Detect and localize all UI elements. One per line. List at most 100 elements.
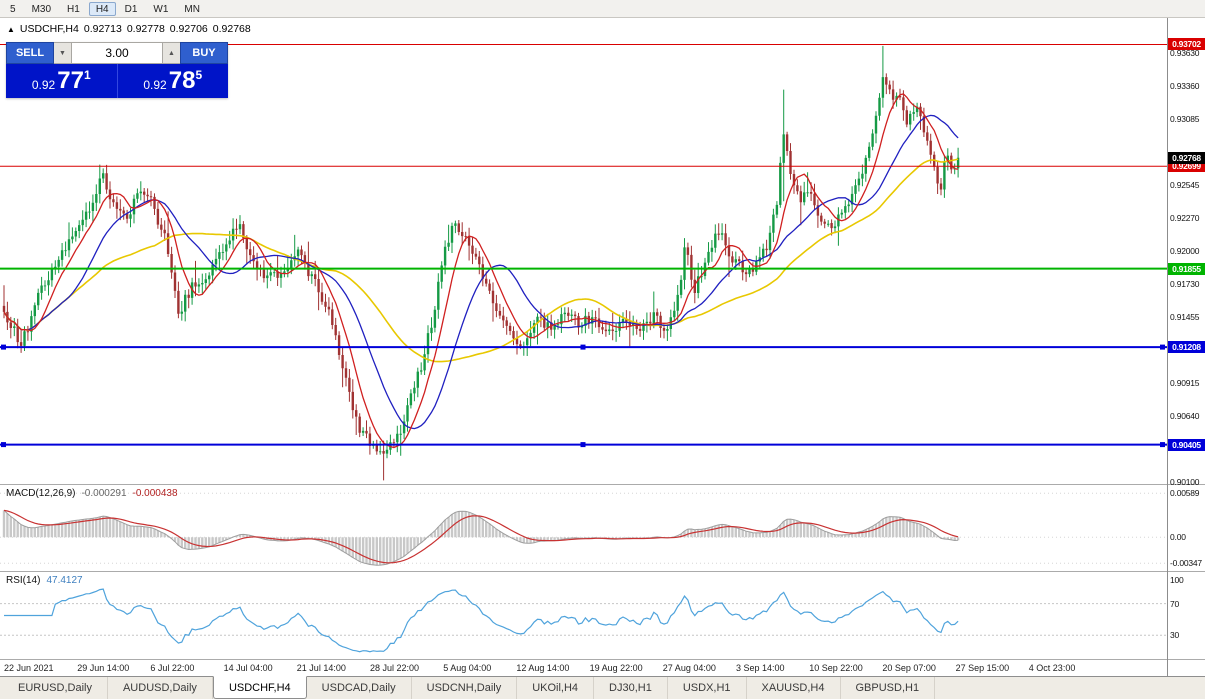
pane-separator[interactable] <box>0 571 1205 572</box>
time-axis-label: 6 Jul 22:00 <box>150 663 195 673</box>
time-axis-label: 22 Jun 2021 <box>4 663 54 673</box>
sell-price-base: 0.92 <box>31 78 56 92</box>
pane-separator[interactable] <box>0 659 1205 660</box>
ohlc-high: 0.92778 <box>126 23 165 35</box>
price-label-box: 0.91208 <box>1168 341 1205 354</box>
sell-price-sup: 1 <box>83 68 91 82</box>
price-label-box: 0.91855 <box>1168 262 1205 275</box>
chart-tab-EURUSD-Daily[interactable]: EURUSD,Daily <box>3 677 108 699</box>
price-axis-tick: 0.90100 <box>1170 476 1200 487</box>
ohlc-low: 0.92706 <box>169 23 208 35</box>
line-handle[interactable] <box>1160 442 1165 448</box>
macd-signal-value: -0.000438 <box>132 488 178 499</box>
price-axis-tick: -0.00347 <box>1170 558 1202 569</box>
rsi-line <box>4 588 959 653</box>
chart-tab-USDCHF-H4[interactable]: USDCHF,H4 <box>212 676 307 699</box>
price-label-box: 0.93702 <box>1168 38 1205 51</box>
candles-up-wicks <box>13 45 959 459</box>
price-axis-tick: 0.93360 <box>1170 80 1200 91</box>
timeframe-button-5[interactable]: 5 <box>10 3 16 15</box>
time-axis-label: 21 Jul 14:00 <box>296 663 346 673</box>
timeframe-button-H1[interactable]: H1 <box>67 3 80 15</box>
ma-slow-line <box>3 158 959 363</box>
chart-tab-AUDUSD-Daily[interactable]: AUDUSD,Daily <box>108 677 213 699</box>
ohlc-open: 0.92713 <box>83 23 122 35</box>
timeframe-button-MN[interactable]: MN <box>184 3 200 15</box>
timeframe-button-D1[interactable]: D1 <box>124 3 138 15</box>
buy-price-big: 78 <box>168 67 196 94</box>
macd-name: MACD(12,26,9) <box>6 488 76 499</box>
time-axis-label: 28 Jul 22:00 <box>370 663 420 673</box>
buy-button[interactable]: BUY <box>180 42 228 64</box>
price-axis-tick: 30 <box>1170 630 1180 641</box>
price-axis-tick: 0.91730 <box>1170 278 1200 289</box>
candles-down-wicks <box>3 73 952 481</box>
macd-label: MACD(12,26,9) -0.000291 -0.000438 <box>6 488 178 499</box>
price-axis-tick: 0.00 <box>1170 532 1186 543</box>
price-axis-tick: 0.92000 <box>1170 246 1200 256</box>
timeframe-button-W1[interactable]: W1 <box>153 3 169 15</box>
macd-signal-line <box>3 509 959 564</box>
time-axis-label: 5 Aug 04:00 <box>443 663 492 673</box>
sell-price-big: 77 <box>57 67 84 94</box>
line-handle[interactable] <box>580 442 586 448</box>
macd-indicator-pane[interactable] <box>0 485 1167 571</box>
price-axis-tick: 0.93085 <box>1170 114 1200 125</box>
time-axis-label: 29 Jun 14:00 <box>77 663 130 673</box>
one-click-trading-panel: SELL ▼ 3.00 ▲ BUY 0.92 77 1 0.92 78 5 <box>6 42 228 98</box>
buy-price-base: 0.92 <box>143 78 167 92</box>
collapse-arrow-icon[interactable]: ▲ <box>7 24 15 34</box>
time-axis-label: 27 Aug 04:00 <box>662 663 716 673</box>
candles-up-bodies <box>13 77 960 454</box>
price-axis-tick: 0.92270 <box>1170 213 1200 224</box>
ma-fast-line <box>3 93 959 449</box>
line-handle[interactable] <box>1 344 6 350</box>
buy-price-sup: 5 <box>195 68 203 82</box>
price-axis-tick: 0.90915 <box>1170 377 1200 388</box>
timeframe-button-H4[interactable]: H4 <box>88 1 116 16</box>
price-label-box: 0.90405 <box>1168 438 1205 451</box>
timeframe-button-M30[interactable]: M30 <box>31 3 52 15</box>
pane-separator[interactable] <box>0 484 1205 485</box>
candles-down-bodies <box>2 77 953 454</box>
price-axis-tick: 70 <box>1170 598 1180 609</box>
price-axis-tick: 0.92545 <box>1170 179 1200 190</box>
volume-increase-button[interactable]: ▲ <box>163 42 180 64</box>
buy-price-display[interactable]: 0.92 78 5 <box>118 64 229 98</box>
chart-tab-XAUUSD-H4[interactable]: XAUUSD,H4 <box>747 677 841 699</box>
time-axis-label: 14 Jul 04:00 <box>223 663 273 673</box>
chart-symbol-timeframe: USDCHF,H4 <box>19 23 79 35</box>
chart-tab-USDX-H1[interactable]: USDX,H1 <box>668 677 747 699</box>
chart-tab-UKOil-H4[interactable]: UKOil,H4 <box>517 677 595 699</box>
price-axis-tick: 0.00589 <box>1170 488 1200 499</box>
chart-tab-bar: EURUSD,Daily AUDUSD,Daily USDCHF,H4 USDCAD,… <box>0 676 1205 699</box>
volume-input[interactable]: 3.00 <box>71 42 163 64</box>
chart-title: ▲ USDCHF,H4 0.92713 0.92778 0.92706 0.92… <box>7 23 251 35</box>
chart-tab-USDCAD-Daily[interactable]: USDCAD,Daily <box>307 677 412 699</box>
price-axis-separator <box>1167 18 1168 676</box>
time-axis-label: 3 Sep 14:00 <box>736 663 785 673</box>
rsi-name: RSI(14) <box>6 575 41 586</box>
price-axis[interactable]: 0.93630 0.93360 0.93085 0.92545 0.92270 0.920… <box>1168 18 1205 676</box>
line-handle[interactable] <box>1 442 6 448</box>
time-axis-label: 12 Aug 14:00 <box>516 663 570 673</box>
rsi-indicator-pane[interactable] <box>0 572 1167 659</box>
timeframe-toolbar: 5 M30 H1 H4 D1 W1 MN <box>0 0 1205 18</box>
chart-tab-GBPUSD-H1[interactable]: GBPUSD,H1 <box>841 677 936 699</box>
time-axis-label: 27 Sep 15:00 <box>955 663 1010 673</box>
price-axis-tick: 0.93630 <box>1170 48 1200 59</box>
chart-tab-USDCNH-Daily[interactable]: USDCNH,Daily <box>412 677 518 699</box>
chart-tab-DJ30-H1[interactable]: DJ30,H1 <box>594 677 668 699</box>
line-handle[interactable] <box>1160 344 1165 350</box>
time-axis-label: 19 Aug 22:00 <box>589 663 643 673</box>
time-axis[interactable]: 22 Jun 2021 29 Jun 14:00 6 Jul 22:00 14 Jul… <box>0 660 1167 676</box>
sell-button[interactable]: SELL <box>6 42 54 64</box>
price-axis-tick: 100 <box>1170 574 1184 585</box>
chart-window: ▲ USDCHF,H4 0.92713 0.92778 0.92706 0.92… <box>0 18 1205 676</box>
line-handle[interactable] <box>580 344 586 350</box>
time-axis-label: 4 Oct 23:00 <box>1028 663 1076 673</box>
time-axis-label: 10 Sep 22:00 <box>809 663 863 673</box>
main-chart[interactable] <box>0 18 1167 484</box>
volume-decrease-button[interactable]: ▼ <box>54 42 71 64</box>
sell-price-display[interactable]: 0.92 77 1 <box>6 64 118 98</box>
